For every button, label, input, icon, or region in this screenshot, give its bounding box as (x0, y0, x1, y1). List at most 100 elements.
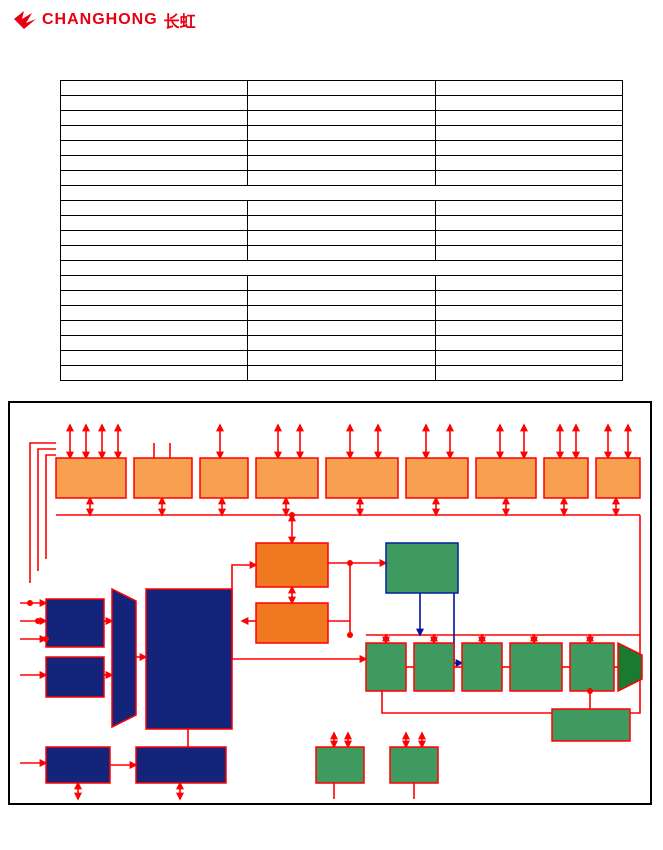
changhong-logo-icon (12, 9, 38, 31)
table-cell (61, 126, 248, 141)
table-cell (248, 126, 435, 141)
table-cell (248, 351, 435, 366)
table-row (61, 111, 623, 126)
table-cell (435, 96, 622, 111)
table-cell (248, 291, 435, 306)
block-diagram (8, 401, 653, 805)
table-cell (248, 81, 435, 96)
table-cell (248, 156, 435, 171)
diagram-block (256, 543, 328, 587)
diagram-block (510, 643, 562, 691)
table-cell (435, 336, 622, 351)
table-row (61, 366, 623, 381)
table-cell (435, 171, 622, 186)
diagram-node (35, 618, 41, 624)
diagram-block (462, 643, 502, 691)
diagram-block (136, 747, 226, 783)
table-grid (60, 80, 623, 381)
table-cell (435, 366, 622, 381)
diagram-block (596, 458, 640, 498)
table-row (61, 96, 623, 111)
table-cell (61, 351, 248, 366)
table-cell (61, 306, 248, 321)
table-cell (435, 291, 622, 306)
table-cell (248, 216, 435, 231)
table-cell (61, 231, 248, 246)
table-cell (248, 171, 435, 186)
table-cell (435, 246, 622, 261)
table-row (61, 81, 623, 96)
table-cell (248, 201, 435, 216)
diagram-block (200, 458, 248, 498)
table-cell (248, 336, 435, 351)
table-cell (248, 306, 435, 321)
table-cell (61, 291, 248, 306)
table-row (61, 201, 623, 216)
table-cell (61, 171, 248, 186)
table-cell (435, 201, 622, 216)
diagram-node (347, 632, 353, 638)
table-row (61, 351, 623, 366)
brand-en: CHANGHONG (42, 11, 158, 29)
table-row (61, 336, 623, 351)
table-cell (61, 261, 623, 276)
diagram-wire (454, 593, 462, 663)
table-row (61, 321, 623, 336)
table-cell (248, 276, 435, 291)
table-cell (248, 246, 435, 261)
logo-row: CHANGHONG 长虹 (0, 0, 663, 40)
table-cell (61, 366, 248, 381)
table-cell (61, 81, 248, 96)
table-row (61, 231, 623, 246)
table-cell (61, 96, 248, 111)
diagram-block (552, 709, 630, 741)
diagram-block (406, 458, 468, 498)
diagram-block (476, 458, 536, 498)
table-cell (435, 276, 622, 291)
table-cell (61, 246, 248, 261)
table-row (61, 261, 623, 276)
table-cell (61, 186, 623, 201)
table-cell (435, 231, 622, 246)
table-cell (435, 351, 622, 366)
table-cell (61, 336, 248, 351)
diagram-node (43, 636, 49, 642)
table-cell (435, 141, 622, 156)
table-row (61, 186, 623, 201)
table-cell (435, 216, 622, 231)
brand-cn: 长虹 (164, 8, 196, 32)
table-cell (61, 201, 248, 216)
table-cell (248, 111, 435, 126)
table-cell (248, 231, 435, 246)
table-cell (435, 126, 622, 141)
diagram-node (27, 600, 33, 606)
diagram-wire (30, 443, 56, 583)
table-cell (61, 141, 248, 156)
diagram-block (316, 747, 364, 783)
diagram-node (347, 560, 353, 566)
diagram-wire (154, 443, 170, 458)
table-row (61, 171, 623, 186)
diagram-block (390, 747, 438, 783)
table-cell (435, 81, 622, 96)
table-cell (435, 321, 622, 336)
table-row (61, 216, 623, 231)
table-cell (435, 306, 622, 321)
diagram-wire (328, 563, 350, 635)
diagram-block (46, 657, 104, 697)
table-cell (61, 321, 248, 336)
diagram-block (544, 458, 588, 498)
table-row (61, 306, 623, 321)
diagram-block (256, 603, 328, 643)
diagram-wire (38, 449, 56, 571)
diagram-block (618, 643, 642, 691)
diagram-block (134, 458, 192, 498)
table-row (61, 246, 623, 261)
table-cell (61, 111, 248, 126)
table-cell (61, 276, 248, 291)
diagram-block (326, 458, 398, 498)
table-cell (248, 141, 435, 156)
diagram-block (112, 589, 136, 727)
diagram-block (256, 458, 318, 498)
table-cell (248, 321, 435, 336)
